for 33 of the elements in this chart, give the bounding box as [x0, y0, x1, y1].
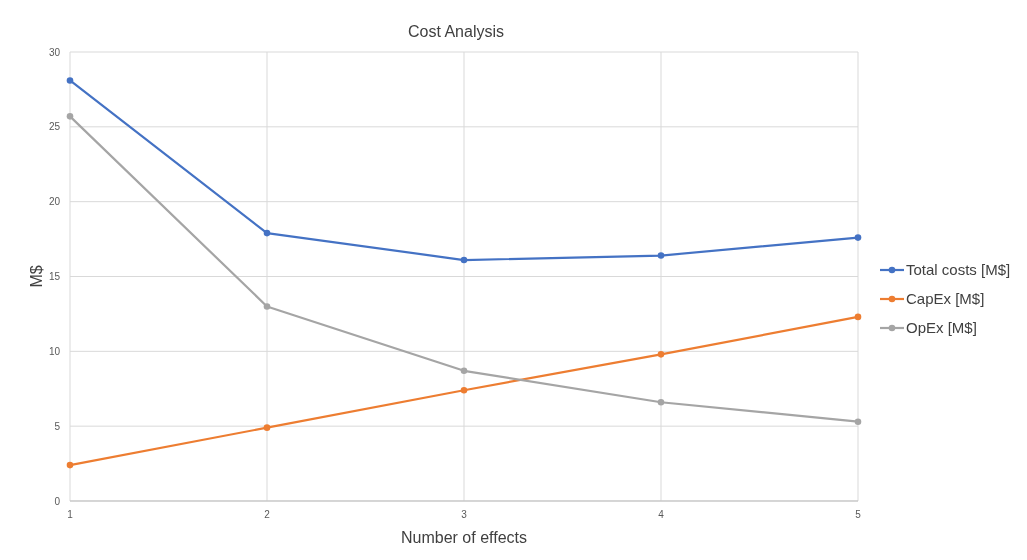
point: [460, 256, 468, 264]
point: [657, 398, 665, 406]
x-tick-label: 4: [658, 509, 665, 520]
point: [657, 351, 665, 358]
point: [66, 113, 74, 120]
y-tick-label: 0: [54, 495, 61, 507]
point: [263, 424, 271, 431]
point: [66, 461, 74, 469]
point: [263, 303, 271, 310]
y-tick-label: 15: [48, 271, 61, 282]
legend-label: CapEx [M$]: [906, 290, 985, 308]
y-tick-label: 30: [48, 46, 61, 58]
y-tick-label: 25: [48, 121, 61, 133]
x-tick-label: 5: [855, 509, 862, 520]
point: [854, 313, 862, 321]
x-axis-title: Number of effects: [401, 529, 527, 546]
chart-title: Cost Analysis: [407, 23, 505, 40]
point: [66, 77, 74, 84]
y-tick-label: 10: [48, 345, 61, 357]
point: [854, 418, 862, 425]
y-tick-label: 20: [48, 196, 61, 208]
legend-label: OpEx [M$]: [906, 319, 977, 337]
y-tick-label: 5: [54, 420, 61, 432]
x-tick-label: 1: [67, 509, 74, 520]
legend-label: Total costs [M$]: [906, 261, 1011, 279]
point: [460, 367, 468, 375]
x-tick-label: 2: [264, 509, 271, 520]
point: [263, 229, 271, 237]
x-tick-label: 3: [461, 509, 468, 520]
y-axis-title: M$: [28, 265, 45, 288]
point: [854, 234, 862, 241]
point: [460, 386, 468, 394]
point: [657, 252, 665, 259]
